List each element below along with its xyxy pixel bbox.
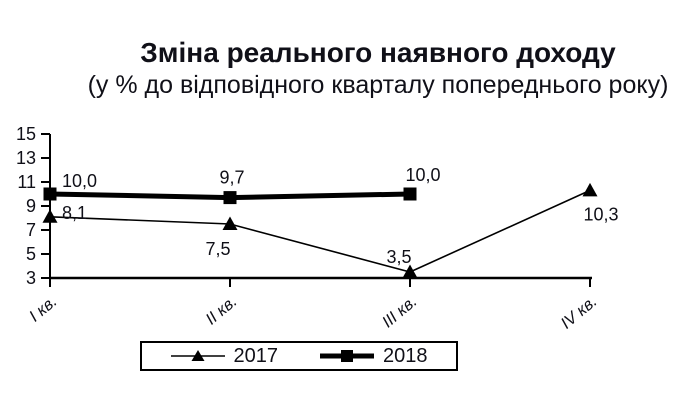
legend-label-2017: 2017	[233, 344, 279, 367]
triangle-marker	[582, 182, 598, 197]
square-marker	[223, 191, 237, 205]
y-tick-label: 9	[26, 196, 36, 216]
square-line-marker-icon	[320, 348, 374, 364]
data-label: 10,0	[405, 165, 440, 185]
x-tick-label: ІІІ кв.	[379, 292, 421, 331]
chart-legend: 2017 2018	[140, 341, 458, 371]
chart-subtitle: (у % до відповідного кварталу попередньо…	[87, 71, 669, 99]
chart-title: Зміна реального наявного доходу	[140, 37, 616, 68]
x-tick-label: І кв.	[26, 292, 61, 325]
triangle-marker	[42, 209, 58, 223]
data-label: 9,7	[219, 168, 244, 188]
y-tick-label: 3	[26, 268, 36, 288]
data-label: 3,5	[386, 247, 411, 267]
y-tick-label: 11	[17, 172, 36, 192]
y-tick-label: 7	[26, 220, 36, 240]
y-tick-label: 15	[16, 124, 36, 144]
legend-item-2018: 2018	[320, 345, 428, 368]
data-label: 10,3	[583, 204, 618, 224]
triangle-marker	[402, 264, 418, 278]
data-label: 8,1	[62, 203, 87, 223]
y-tick-label: 5	[26, 244, 36, 264]
triangle-marker	[222, 216, 238, 230]
x-tick-label: ІV кв.	[557, 292, 600, 332]
square-marker	[403, 187, 417, 201]
series-line-2017	[49, 189, 591, 273]
y-tick-label: 13	[16, 148, 36, 168]
square-marker	[43, 187, 57, 201]
data-label: 10,0	[62, 171, 97, 191]
x-tick-label: ІІ кв.	[202, 292, 240, 328]
legend-item-2017: 2017	[170, 344, 279, 368]
triangle-line-marker-icon	[170, 348, 225, 364]
data-label: 7,5	[205, 239, 230, 259]
legend-label-2018: 2018	[383, 344, 428, 367]
